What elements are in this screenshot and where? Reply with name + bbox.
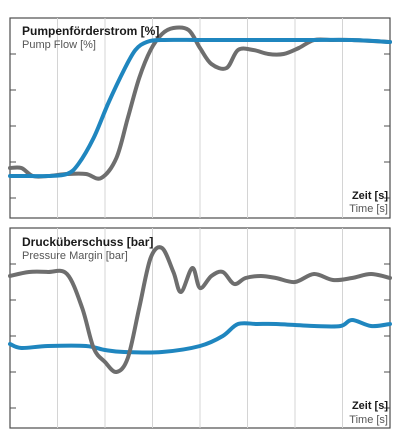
- blue-series-line: [8, 37, 392, 179]
- chart-title: Pumpenförderstrom [%]: [22, 24, 159, 38]
- series-group: [8, 245, 392, 374]
- x-axis-label: Zeit [s]: [352, 400, 388, 412]
- gray-series-line: [8, 245, 392, 374]
- chart-subtitle: Pump Flow [%]: [22, 39, 96, 51]
- pump-flow-chart: Pumpenförderstrom [%] Pump Flow [%] Zeit…: [8, 17, 392, 219]
- x-axis-label-sub: Time [s]: [349, 203, 388, 215]
- pressure-margin-chart: Drucküberschuss [bar] Pressure Margin [b…: [8, 227, 392, 429]
- chart-title: Drucküberschuss [bar]: [22, 235, 153, 249]
- series-group: [8, 25, 392, 181]
- gridlines: [10, 228, 390, 428]
- blue-series-line: [8, 318, 392, 355]
- x-axis-label-sub: Time [s]: [349, 414, 388, 426]
- x-axis-label: Zeit [s]: [352, 190, 388, 202]
- chart-subtitle: Pressure Margin [bar]: [22, 250, 128, 262]
